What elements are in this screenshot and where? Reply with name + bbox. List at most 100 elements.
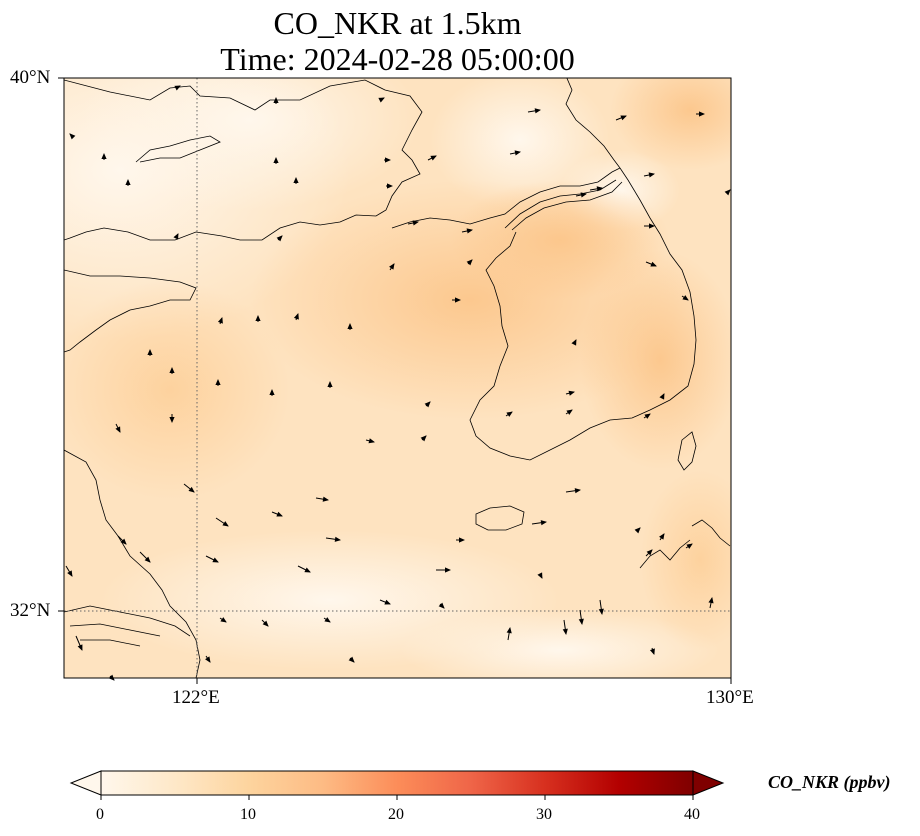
wind-arrow <box>169 414 175 423</box>
wind-arrow <box>466 259 473 266</box>
wind-arrow <box>205 555 219 563</box>
wind-arrow <box>506 627 512 641</box>
wind-arrow <box>598 599 604 615</box>
axis-ticks <box>58 77 732 684</box>
colorbar <box>69 770 725 800</box>
wind-arrow <box>115 423 121 433</box>
wind-arrow <box>215 379 221 386</box>
wind-arrow <box>645 549 653 557</box>
wind-arrow <box>117 535 127 545</box>
wind-arrow <box>379 599 391 605</box>
wind-arrow <box>347 323 353 330</box>
wind-arrow <box>685 543 693 549</box>
wind-arrow <box>420 435 427 442</box>
wind-arrow <box>293 177 299 184</box>
wind-arrow <box>531 520 547 526</box>
wind-arrow <box>365 438 375 444</box>
wind-arrow <box>215 517 229 527</box>
colorbar-tick-label-0: 0 <box>96 806 104 823</box>
wind-arrow <box>527 108 541 114</box>
plot-frame <box>63 77 732 679</box>
wind-arrow <box>575 192 587 198</box>
wind-arrow <box>276 235 283 242</box>
wind-arrow <box>571 339 577 346</box>
wind-arrow <box>101 153 107 160</box>
wind-arrow <box>724 189 731 196</box>
wind-arrow <box>643 413 651 419</box>
wind-arrow <box>125 179 131 186</box>
wind-arrow <box>327 381 333 388</box>
wind-arrow <box>589 186 603 192</box>
wind-arrow <box>147 349 153 356</box>
wind-arrow <box>643 172 655 178</box>
wind-arrow <box>615 115 627 121</box>
wind-arrow <box>69 133 76 140</box>
wind-arrow <box>436 567 451 573</box>
lon-label-130e: 130°E <box>706 687 754 708</box>
lon-label-122e: 122°E <box>172 687 220 708</box>
gridlines <box>64 78 731 678</box>
wind-arrow <box>424 401 431 408</box>
wind-arrow <box>219 617 227 623</box>
wind-arrow <box>578 609 584 625</box>
colorbar-tick-label-30: 30 <box>536 806 552 823</box>
wind-arrow <box>565 390 575 396</box>
wind-arrow <box>169 367 175 374</box>
colorbar-tick-label-20: 20 <box>388 806 404 823</box>
wind-arrow <box>323 617 331 623</box>
wind-arrow <box>427 155 437 161</box>
wind-arrow <box>681 295 689 301</box>
colorbar-tick-label-10: 10 <box>240 806 256 823</box>
colorbar-label: CO_NKR (ppbv) <box>768 772 891 792</box>
wind-arrow <box>708 597 714 609</box>
wind-arrow <box>537 572 543 579</box>
wind-arrow <box>452 297 461 303</box>
wind-arrow <box>644 223 655 229</box>
wind-arrow <box>205 655 211 663</box>
wind-arrow <box>273 157 279 164</box>
wind-arrow <box>183 483 195 493</box>
wind-arrow <box>255 315 261 322</box>
wind-arrow <box>634 527 641 534</box>
wind-arrow <box>174 85 181 91</box>
wind-arrow <box>565 409 573 415</box>
wind-arrow <box>696 111 705 117</box>
wind-arrow <box>386 183 393 189</box>
wind-arrow <box>273 97 279 104</box>
wind-arrow <box>75 635 83 651</box>
wind-arrow <box>315 496 329 502</box>
wind-arrow <box>565 488 581 494</box>
wind-arrow <box>378 97 385 103</box>
concentration-field <box>64 78 731 678</box>
map-title-variable: CO_NKR at 1.5km <box>273 5 522 41</box>
colorbar-extend-low <box>69 770 102 796</box>
wind-arrow <box>438 602 445 609</box>
map-title-time: Time: 2024-02-28 05:00:00 <box>220 41 575 77</box>
wind-arrow <box>348 656 355 663</box>
wind-arrow <box>456 537 465 543</box>
lat-label-32n: 32°N <box>10 600 51 621</box>
wind-arrow <box>461 228 473 234</box>
wind-arrow <box>389 263 395 271</box>
wind-arrow <box>325 536 341 542</box>
wind-arrow <box>217 317 223 325</box>
wind-arrow <box>271 511 283 517</box>
wind-arrow <box>173 233 179 240</box>
wind-arrow <box>269 389 275 396</box>
wind-arrow <box>659 393 665 400</box>
wind-arrow <box>509 150 521 156</box>
coastlines <box>64 78 731 678</box>
colorbar-gradient <box>101 771 693 795</box>
wind-arrow <box>297 565 311 573</box>
wind-arrow <box>505 411 513 417</box>
wind-arrow <box>649 647 655 655</box>
colorbar-extend-high <box>692 770 725 796</box>
wind-arrow <box>261 619 269 627</box>
wind-arrow <box>659 533 665 541</box>
colorbar-tick-label-40: 40 <box>684 806 700 823</box>
wind-arrow <box>65 565 73 577</box>
wind-arrow <box>139 551 151 563</box>
wind-arrow <box>293 313 299 321</box>
wind-arrow <box>562 619 568 635</box>
